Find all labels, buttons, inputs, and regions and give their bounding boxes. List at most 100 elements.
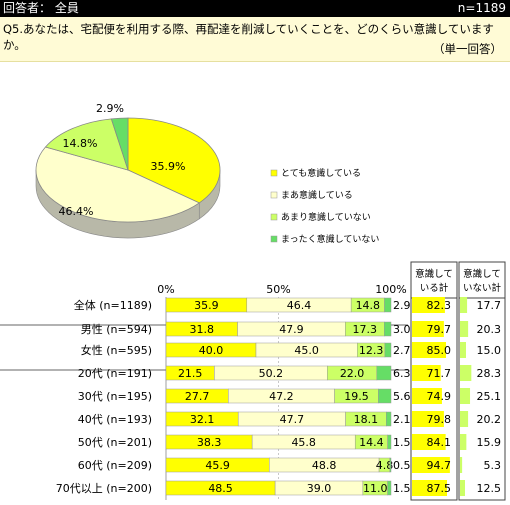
sample-size: n=1189 [457,1,506,15]
aware-value-8: 87.5 [427,482,452,495]
unaware-bar-4 [460,388,471,404]
bar-label-6-2: 14.4 [359,436,384,449]
aware-value-1: 79.7 [427,323,452,336]
bar-label-3-0: 21.5 [178,367,203,380]
unaware-bar-2 [460,342,466,358]
pie-slice-3 [110,117,129,171]
table-header-text-1-a: 意識して [463,268,501,280]
bar-label-6-3: 1.5 [393,436,411,449]
table-header-text-1-b: いない計 [463,282,502,294]
pie-label-3: 2.9% [96,102,124,115]
aware-bar-4 [412,388,442,404]
bar-label-0-3: 2.9 [393,299,411,312]
bar-label-8-3: 1.5 [393,482,411,495]
bar-5-3 [386,411,392,427]
aware-bar-8 [412,480,447,496]
bar-label-1-0: 31.8 [190,323,215,336]
aware-value-6: 84.1 [427,436,452,449]
aware-bar-1 [412,321,444,337]
bar-label-6-0: 38.3 [197,436,222,449]
bar-7-3 [389,457,392,473]
row-label-3: 20代 (n=191) [78,367,152,380]
unaware-value-6: 15.9 [477,436,502,449]
bar-label-3-3: 6.3 [393,367,411,380]
bar-label-3-1: 50.2 [259,367,284,380]
unaware-value-3: 28.3 [477,367,502,380]
legend-label-1: まあ意識している [281,189,353,201]
legend-label-0: とても意識している [281,167,361,179]
bar-label-7-0: 45.9 [205,459,230,472]
bar-label-6-1: 45.8 [291,436,316,449]
legend-swatch-1 [270,191,278,199]
bar-label-5-3: 2.1 [393,413,411,426]
legend-label-3: まったく意識していない [281,233,379,245]
bar-label-7-1: 48.8 [312,459,337,472]
bar-4-3 [378,388,392,404]
bar-label-4-0: 27.7 [185,390,210,403]
bar-label-8-0: 48.5 [208,482,233,495]
aware-value-4: 74.9 [427,390,452,403]
bar-label-0-0: 35.9 [194,299,219,312]
unaware-value-0: 17.7 [477,299,502,312]
unaware-bar-6 [460,434,467,450]
bar-2-3 [384,342,392,358]
header-bar: 回答者： 全員 n=1189 [0,0,510,17]
unaware-value-5: 20.2 [477,413,502,426]
bar-6-3 [387,434,392,450]
row-label-7: 60代 (n=209) [78,459,152,472]
question-box: Q5.あなたは、宅配便を利用する際、再配達を削減していくことを、どのくらい意識し… [0,17,510,62]
bar-label-2-2: 12.3 [359,344,384,357]
row-label-1: 男性 (n=594) [81,322,152,336]
bar-label-2-1: 45.0 [294,344,319,357]
pie-label-0: 35.9% [151,160,186,173]
aware-bar-3 [412,365,441,381]
unaware-bar-1 [460,321,469,337]
legend-label-2: あまり意識していない [281,211,371,223]
row-label-2: 女性 (n=595) [81,343,152,357]
row-label-6: 50代 (n=201) [78,436,152,449]
bar-label-2-3: 2.7 [393,344,411,357]
question-text: Q5.あなたは、宅配便を利用する際、再配達を削減していくことを、どのくらい意識し… [3,22,494,52]
unaware-bar-7 [460,457,463,473]
bar-label-5-2: 18.1 [354,413,379,426]
bar-label-1-3: 3.0 [393,323,411,336]
x-tick-1: 50% [266,283,290,296]
unaware-value-8: 12.5 [477,482,502,495]
pie-slice-1 [35,146,201,223]
bar-3-3 [376,365,392,381]
table-header-0 [410,261,458,299]
aware-value-7: 94.7 [427,459,452,472]
aware-bar-0 [412,297,445,313]
pie-label-1: 46.4% [59,205,94,218]
row-label-5: 40代 (n=193) [78,413,152,426]
unaware-value-1: 20.3 [477,323,502,336]
pie-slice-0 [127,117,221,204]
bar-label-2-0: 40.0 [199,344,224,357]
legend-swatch-0 [270,169,278,177]
unaware-bar-5 [460,411,469,427]
bar-label-0-2: 14.8 [356,299,381,312]
unaware-bar-8 [460,480,465,496]
bar-label-1-2: 17.3 [353,323,378,336]
aware-bar-5 [412,411,444,427]
table-header-text-0-b: いる計 [420,282,449,294]
bar-label-7-2: 4.8 [376,459,394,472]
table-header-1 [458,261,506,299]
aware-bar-6 [412,434,446,450]
bar-label-1-1: 47.9 [279,323,304,336]
bar-8-3 [387,480,392,496]
aware-value-2: 85.0 [427,344,452,357]
bar-label-3-2: 22.0 [340,367,365,380]
bar-label-5-1: 47.7 [280,413,305,426]
bar-label-4-1: 47.2 [269,390,294,403]
aware-value-3: 71.7 [427,367,452,380]
bar-label-5-0: 32.1 [190,413,215,426]
x-tick-2: 100% [375,283,406,296]
bar-label-4-2: 19.5 [344,390,369,403]
unaware-bar-3 [460,365,472,381]
aware-value-0: 82.3 [427,299,452,312]
aware-bar-7 [412,457,450,473]
answer-type: （単一回答） [433,42,502,56]
aware-value-5: 79.8 [427,413,452,426]
